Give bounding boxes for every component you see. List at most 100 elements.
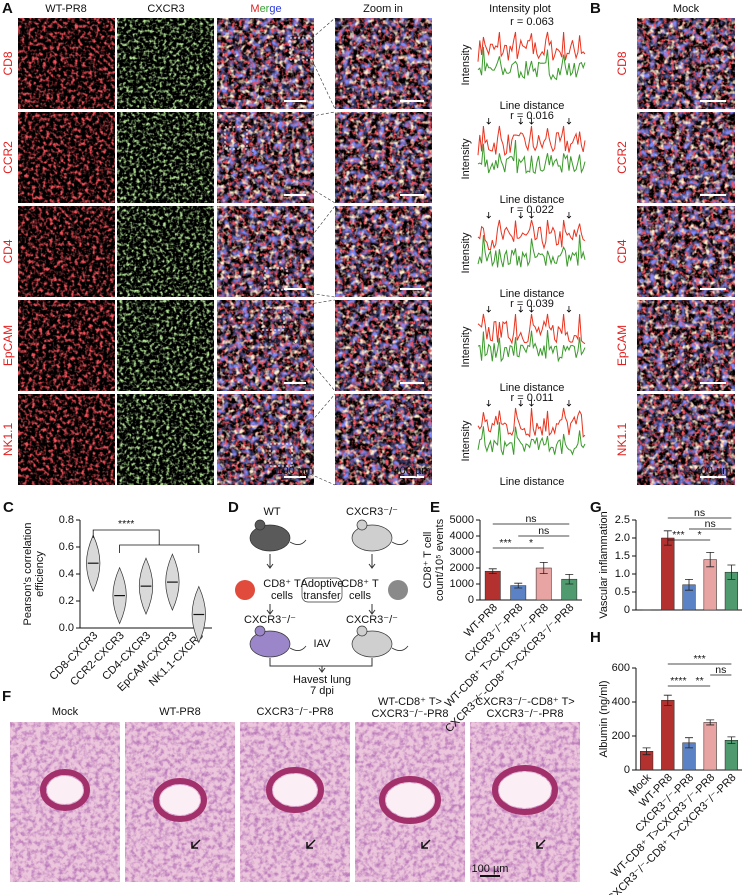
row-label: CD4 (1, 239, 15, 263)
y-axis-label: efficiency (34, 551, 46, 597)
error-bar (488, 568, 497, 574)
scale-label: 100 µm (277, 465, 314, 477)
zoom-guide (246, 148, 336, 204)
row-label: EpCAM (615, 325, 629, 366)
peak-arrow (486, 400, 491, 407)
peak-arrow (518, 400, 524, 407)
error-bar (565, 574, 574, 585)
stain-layer (18, 300, 115, 391)
zoom-box (289, 37, 313, 61)
peak-arrow (529, 118, 534, 125)
significance-label: ns (694, 507, 705, 519)
y-tick-label: 2.0 (615, 532, 630, 544)
peak-arrow (529, 306, 534, 313)
correlation-label: r = 0.022 (510, 204, 554, 216)
airway-lumen (273, 774, 317, 806)
row-label: CCR2 (1, 141, 15, 174)
mouse-tail (289, 539, 307, 545)
significance-label: *** (693, 653, 705, 665)
x-tick-label: WT-CD8⁺ T>CXCR3⁻/⁻-PR8 (443, 602, 551, 710)
intensity-trace (477, 219, 586, 251)
y-tick-label: 0.2 (59, 595, 74, 607)
correlation-label: r = 0.011 (511, 392, 554, 404)
bar (661, 700, 675, 771)
stain-layer (217, 300, 314, 391)
row-label: CCR2 (615, 141, 629, 174)
intensity-trace (477, 31, 586, 62)
significance-label: *** (499, 537, 511, 549)
transfer-box (301, 577, 343, 603)
diagram-label: cells (349, 590, 372, 602)
y-tick-label: 0.0 (59, 622, 74, 634)
stain-layer (117, 18, 214, 109)
y-tick-label: 2000 (450, 562, 474, 574)
intensity-trace (477, 234, 586, 268)
scale-label: 100 µm (472, 863, 509, 875)
airway-lumen (47, 776, 83, 804)
column-header: Zoom in (363, 3, 403, 15)
diagram-label: CXCR3⁻/⁻ (346, 614, 398, 626)
y-tick-label: 0 (624, 764, 630, 776)
mouse (351, 524, 393, 552)
stain-layer (637, 394, 735, 485)
bar (703, 722, 717, 771)
error-bar (663, 530, 672, 546)
mouse (351, 630, 393, 658)
panel-letter: B (590, 0, 601, 17)
peak-arrow (529, 212, 534, 219)
zoom-guide (311, 17, 336, 39)
airway-wall (266, 767, 324, 813)
arrow (368, 554, 376, 569)
row-label: EpCAM (1, 325, 15, 366)
stain-layer (637, 18, 735, 109)
y-tick-label: 0.6 (59, 541, 74, 553)
image-title: Mock (52, 706, 79, 718)
peak-arrow (518, 212, 524, 219)
diagram-label: CXCR3⁻/⁻ (244, 614, 296, 626)
y-tick-label: 1.0 (615, 568, 630, 580)
zoom-guide (283, 329, 336, 392)
stain-layer (18, 206, 115, 297)
stain-layer (217, 394, 314, 485)
y-axis-label: Albumin (ng/ml) (598, 680, 610, 757)
axis-label: Intensity (460, 44, 472, 85)
y-tick-label: 200 (612, 730, 630, 742)
mouse (249, 524, 291, 552)
cells (235, 580, 255, 600)
stain-layer (117, 206, 214, 297)
y-axis-label: Pearson's correlation (22, 523, 34, 626)
intensity-trace (477, 125, 586, 156)
error-bar (685, 579, 693, 591)
airway-wall (379, 776, 441, 824)
significance-label: ns (538, 525, 549, 537)
mouse-ear (254, 625, 266, 637)
axis-label: Line distance (500, 288, 565, 300)
stain-layer (335, 394, 432, 485)
diagram-label: CXCR3⁻/⁻ (346, 506, 398, 518)
lesion-arrow (306, 839, 316, 849)
significance-label: * (698, 529, 702, 541)
peak-arrow (486, 306, 491, 313)
diagram-label: Adoptive (301, 578, 344, 590)
significance-label: ns (715, 664, 726, 676)
stain-layer (335, 18, 432, 109)
bar (484, 570, 501, 601)
merge-header: Merge (250, 3, 281, 15)
bar (661, 537, 675, 611)
column-header: Intensity plot (489, 3, 551, 15)
diagram-label: CD8⁺ T (263, 578, 301, 590)
y-tick-label: 0 (468, 594, 474, 606)
significance-label: **** (670, 675, 686, 687)
error-bar (685, 737, 693, 749)
diagram-label: transfer (303, 590, 341, 602)
diagram-label: CD8⁺ T (341, 578, 379, 590)
y-tick-label: 4000 (450, 530, 474, 542)
error-bar (706, 552, 715, 568)
lesion-arrow (536, 839, 546, 849)
mouse (249, 630, 291, 658)
y-axis-label: CD8⁺ T cell (422, 532, 434, 589)
bar (724, 740, 739, 771)
significance-label: ns (705, 518, 716, 530)
panel-letter: F (2, 688, 11, 705)
